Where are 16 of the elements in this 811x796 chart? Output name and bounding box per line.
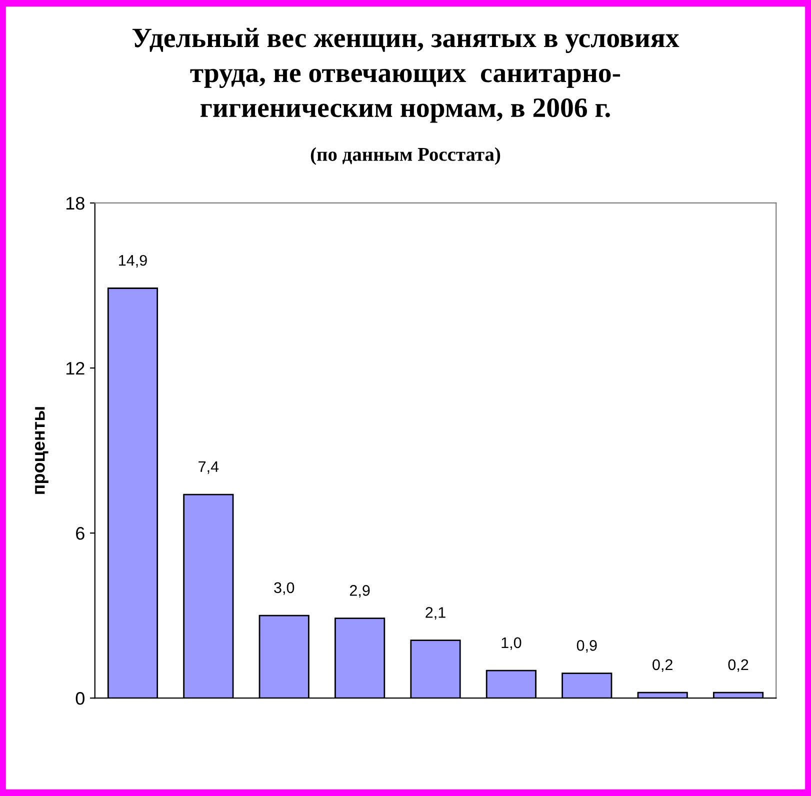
data-label: 2,9 bbox=[350, 585, 370, 598]
chart-subtitle: (по данным Росстата) bbox=[310, 147, 500, 165]
data-label: 0,2 bbox=[652, 659, 672, 672]
data-label: 0,9 bbox=[576, 640, 597, 653]
y-tick-label: 0 bbox=[76, 692, 84, 705]
chart-title: Удельный вес женщин, занятых в условиях труда, не отвечающих санитарно- гигиеническим нормам, в 2006 г. bbox=[132, 28, 680, 123]
y-tick-label: 6 bbox=[76, 526, 84, 540]
y-tick-label: 12 bbox=[66, 362, 84, 375]
data-label: 0,2 bbox=[728, 659, 748, 672]
data-label: 7,4 bbox=[198, 461, 219, 474]
data-label: 14,9 bbox=[119, 254, 147, 268]
data-label: 3,0 bbox=[274, 582, 294, 595]
y-tick-label: 18 bbox=[66, 196, 84, 210]
data-label: 1,0 bbox=[502, 637, 522, 650]
data-label: 2,1 bbox=[426, 607, 446, 620]
y-axis-title: проценты bbox=[34, 407, 48, 494]
